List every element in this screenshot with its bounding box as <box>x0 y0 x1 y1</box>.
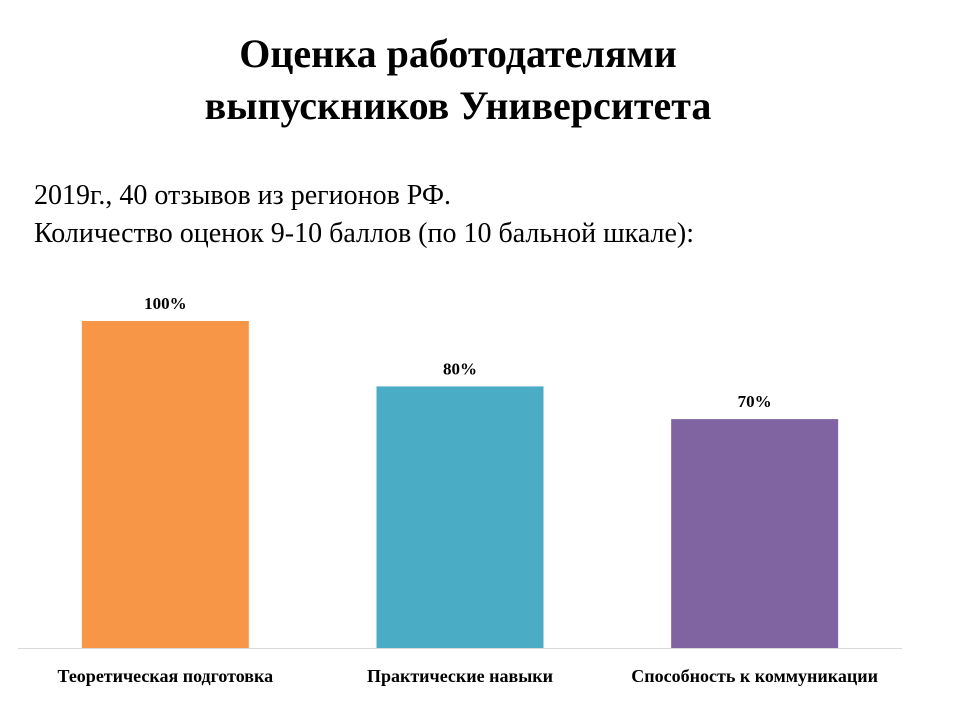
data-label-1: 100% <box>144 294 187 313</box>
category-label-3: Способность к коммуникации <box>631 666 878 686</box>
chart-subtitle: 2019г., 40 отзывов из регионов РФ. Колич… <box>34 177 694 253</box>
bar-3 <box>671 419 839 648</box>
title-line-2: выпускников Университета <box>204 83 712 128</box>
subtitle-line-1: 2019г., 40 отзывов из регионов РФ. <box>34 180 452 211</box>
data-label-2: 80% <box>443 359 477 378</box>
chart-title: Оценка работодателями выпускников Универ… <box>0 28 916 132</box>
bar-2 <box>376 386 544 648</box>
title-line-1: Оценка работодателями <box>239 31 677 76</box>
bar-1 <box>81 321 249 648</box>
category-label-1: Теоретическая подготовка <box>58 666 274 686</box>
data-label-3: 70% <box>738 392 772 411</box>
category-label-2: Практические навыки <box>367 666 553 686</box>
subtitle-line-2: Количество оценок 9-10 баллов (по 10 бал… <box>34 218 695 249</box>
